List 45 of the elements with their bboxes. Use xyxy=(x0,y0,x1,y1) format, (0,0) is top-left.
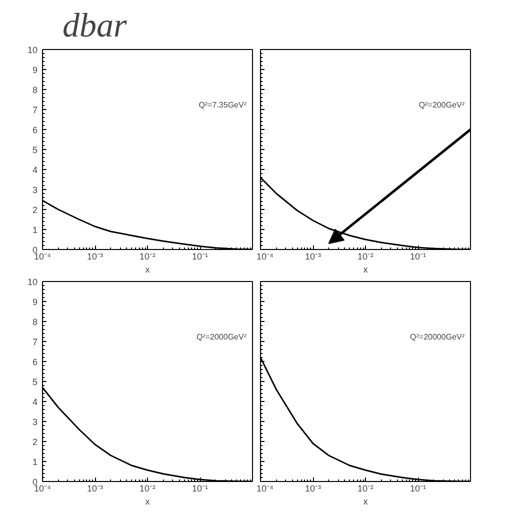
y-tick-label: 10 xyxy=(27,277,38,287)
x-tick-label: 10⁻¹ xyxy=(410,484,426,494)
y-tick-label: 4 xyxy=(32,165,38,175)
y-tick-label: 8 xyxy=(32,85,38,95)
y-tick-label: 2 xyxy=(32,437,38,447)
x-tick-label: 10⁻⁴ xyxy=(34,252,52,262)
x-tick-label: 10⁻³ xyxy=(86,484,104,494)
x-tick-label: 10⁻¹ xyxy=(410,252,426,262)
annotation: Q²=7.35GeV² xyxy=(198,100,247,110)
x-tick-label: 10⁻¹ xyxy=(192,484,208,494)
y-tick-label: 5 xyxy=(32,145,38,155)
x-tick-label: 10⁻² xyxy=(357,252,374,262)
y-tick-label: 6 xyxy=(32,357,38,367)
y-tick-label: 8 xyxy=(32,317,38,327)
x-tick-label: 10⁻³ xyxy=(304,484,322,494)
chart-title: dbar xyxy=(62,8,128,44)
x-tick-label: 10⁻¹ xyxy=(192,252,208,262)
y-tick-label: 5 xyxy=(32,377,38,387)
y-tick-label: 2 xyxy=(32,205,38,215)
x-axis-title: x xyxy=(363,496,368,506)
y-tick-label: 9 xyxy=(32,297,38,307)
y-tick-label: 4 xyxy=(32,397,38,407)
x-axis-title: x xyxy=(145,496,150,506)
y-tick-label: 1 xyxy=(32,225,38,235)
x-tick-label: 10⁻⁴ xyxy=(256,252,274,262)
y-tick-label: 7 xyxy=(32,337,38,347)
x-tick-label: 10⁻⁴ xyxy=(256,484,274,494)
x-tick-label: 10⁻⁴ xyxy=(34,484,52,494)
annotation: Q²=20000GeV² xyxy=(410,332,465,342)
x-tick-label: 10⁻² xyxy=(357,484,374,494)
annotation: Q²=200GeV² xyxy=(418,100,465,110)
x-tick-label: 10⁻³ xyxy=(86,252,104,262)
y-tick-label: 3 xyxy=(32,185,38,195)
x-axis-title: x xyxy=(145,264,150,274)
y-tick-label: 10 xyxy=(27,45,38,55)
y-tick-label: 7 xyxy=(32,105,38,115)
y-tick-label: 6 xyxy=(32,125,38,135)
y-tick-label: 1 xyxy=(32,457,38,467)
x-tick-label: 10⁻² xyxy=(139,484,156,494)
x-tick-label: 10⁻² xyxy=(139,252,156,262)
annotation: Q²=2000GeV² xyxy=(196,332,247,342)
y-tick-label: 3 xyxy=(32,417,38,427)
x-axis-title: x xyxy=(363,264,368,274)
x-tick-label: 10⁻³ xyxy=(304,252,322,262)
y-tick-label: 9 xyxy=(32,65,38,75)
